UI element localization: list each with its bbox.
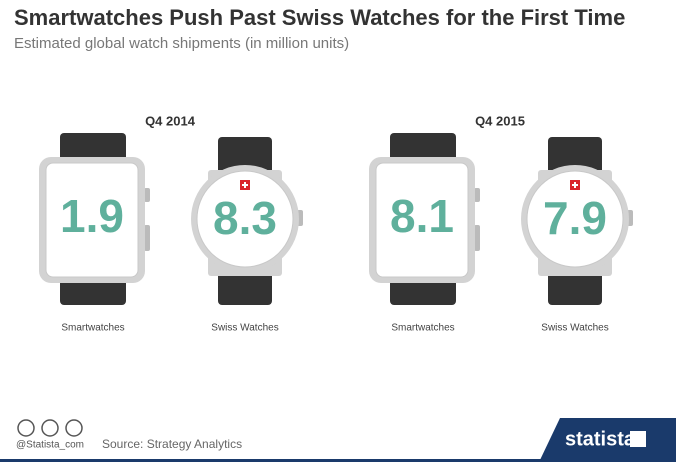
series-label: Swiss Watches bbox=[541, 323, 608, 334]
button bbox=[474, 225, 480, 251]
brand-logo bbox=[630, 431, 646, 447]
series-label: Smartwatches bbox=[61, 323, 124, 334]
strap bbox=[60, 133, 126, 163]
series-label: Swiss Watches bbox=[211, 323, 278, 334]
cc-icon bbox=[17, 419, 35, 437]
button bbox=[144, 188, 150, 202]
group-label: Q4 2015 bbox=[475, 113, 525, 128]
group-label: Q4 2014 bbox=[145, 113, 196, 128]
chart-title: Smartwatches Push Past Swiss Watches for… bbox=[14, 5, 625, 30]
strap bbox=[390, 277, 456, 305]
series-label: Smartwatches bbox=[391, 323, 454, 334]
button bbox=[144, 225, 150, 251]
brand: statista bbox=[565, 428, 636, 450]
watch-face bbox=[45, 162, 139, 278]
value-label: 7.9 bbox=[543, 192, 607, 244]
chart-subtitle: Estimated global watch shipments (in mil… bbox=[14, 35, 349, 52]
strap bbox=[60, 277, 126, 305]
value-label: 8.1 bbox=[390, 190, 454, 242]
watch-face bbox=[526, 170, 624, 268]
brand-band bbox=[540, 418, 676, 460]
watch-face bbox=[196, 170, 294, 268]
value-label: 1.9 bbox=[60, 190, 124, 242]
bottom-line bbox=[0, 459, 676, 462]
source: Source: Strategy Analytics bbox=[102, 437, 242, 451]
strap bbox=[390, 133, 456, 163]
swiss-cross bbox=[242, 182, 248, 188]
by-icon bbox=[41, 419, 59, 437]
license-icons bbox=[17, 419, 83, 437]
button bbox=[474, 188, 480, 202]
nd-icon bbox=[65, 419, 83, 437]
handle: @Statista_com bbox=[16, 440, 84, 451]
value-label: 8.3 bbox=[213, 192, 277, 244]
swiss-cross bbox=[572, 182, 578, 188]
watch-face bbox=[375, 162, 469, 278]
